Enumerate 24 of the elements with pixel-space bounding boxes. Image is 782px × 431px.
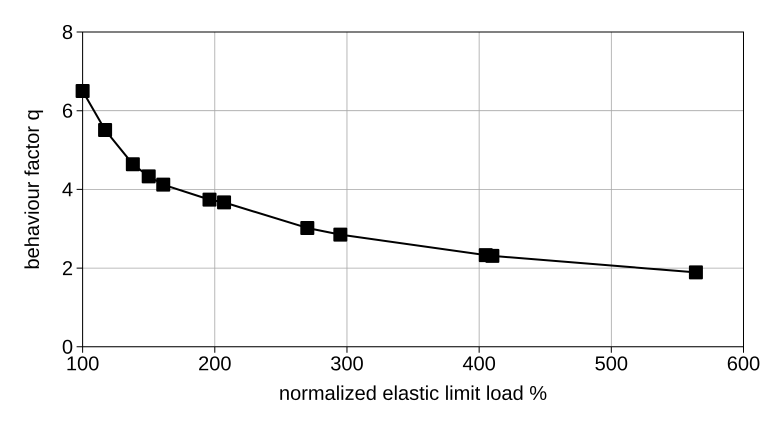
point [76,84,90,98]
point [202,192,217,207]
x-tick-label: 500 [595,356,628,371]
point [142,170,156,184]
point [217,195,232,210]
x-tick-label: 200 [199,356,231,371]
x-tick-label: 600 [728,356,760,371]
x-axis-title: normalized elastic limit load % [280,385,546,400]
point [485,248,500,263]
point [300,221,314,236]
y-tick-label: 2 [62,261,72,276]
y-tick-label: 4 [62,182,72,196]
y-tick-label: 6 [62,104,72,118]
point [126,157,140,172]
x-tick-label: 300 [331,356,363,371]
y-tick-label: 0 [62,340,72,354]
x-tick-label: 100 [67,356,99,371]
point [333,228,348,242]
point [688,266,703,280]
x-tick-label: 400 [462,356,496,371]
point [98,123,112,138]
y-tick-label: 8 [62,25,72,40]
point [156,178,170,192]
y-axis-title: behaviour factor q [24,110,44,268]
